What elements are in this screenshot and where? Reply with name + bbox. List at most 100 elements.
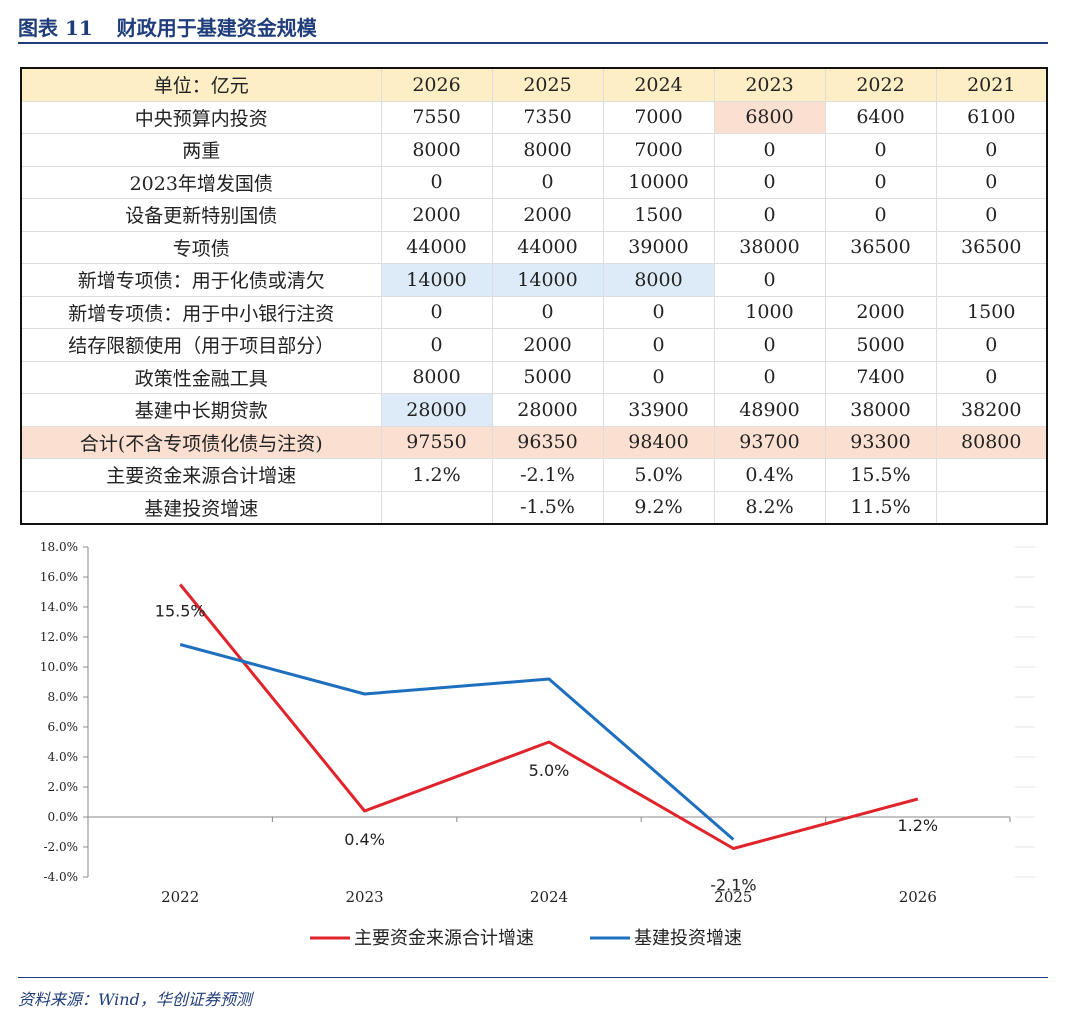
year-header: 2022 [824, 67, 937, 102]
y-tick-label: 18.0% [40, 540, 78, 554]
y-tick-label: 16.0% [40, 570, 78, 584]
table-cell: 7350 [491, 100, 604, 134]
table-row: 两重 8000 8000 7000 0 0 0 [20, 133, 1048, 167]
y-tick-label: 14.0% [40, 600, 78, 614]
table-row: 设备更新特别国债 2000 2000 1500 0 0 0 [20, 198, 1048, 232]
growth-line-chart: -4.0% -2.0% 0.0% 2.0% 4.0% 6.0% 8.0% 10.0% 12.0%… [20, 528, 1046, 964]
row-label: 中央预算内投资 [20, 100, 382, 134]
row-label: 两重 [20, 133, 382, 167]
chart-svg: -4.0% -2.0% 0.0% 2.0% 4.0% 6.0% 8.0% 10.0% 12.0%… [40, 540, 1035, 949]
table-cell: 0 [935, 165, 1048, 199]
table-cell: 36500 [824, 230, 937, 264]
table-cell: 28000 [491, 393, 604, 427]
x-tick-label: 2024 [530, 888, 568, 906]
table-cell: -1.5% [491, 490, 604, 525]
table-cell: 80800 [935, 425, 1048, 459]
table-cell: 7550 [380, 100, 493, 134]
table-cell: 1.2% [380, 458, 493, 492]
table-cell: 2000 [380, 198, 493, 232]
table-cell: 93700 [713, 425, 826, 459]
table-cell: 0 [380, 165, 493, 199]
table-row: 新增专项债：用于化债或清欠 14000 14000 8000 0 [20, 263, 1048, 297]
x-tick-label: 2026 [899, 888, 937, 906]
x-tick-label: 2022 [161, 888, 199, 906]
legend-label-2: 基建投资增速 [634, 928, 742, 949]
table-cell: 2000 [491, 198, 604, 232]
table-row: 结存限额使用（用于项目部分） 0 2000 0 0 5000 0 [20, 328, 1048, 362]
table-cell: 6800 [713, 100, 826, 134]
table-cell: 0 [380, 295, 493, 329]
table-cell: 7400 [824, 360, 937, 394]
table-cell: 6400 [824, 100, 937, 134]
x-tick-label: 2025 [714, 888, 752, 906]
table-row: 专项债 44000 44000 39000 38000 36500 36500 [20, 230, 1048, 264]
table-cell: 9.2% [602, 490, 715, 525]
table-cell: -2.1% [491, 458, 604, 492]
table-cell: 0 [824, 133, 937, 167]
table-cell: 33900 [602, 393, 715, 427]
row-label: 结存限额使用（用于项目部分） [20, 328, 382, 362]
table-cell: 8000 [380, 360, 493, 394]
table-cell: 0 [713, 133, 826, 167]
table-cell: 0 [602, 328, 715, 362]
table-cell: 36500 [935, 230, 1048, 264]
y-tick-label: 4.0% [48, 750, 79, 764]
table-cell: 38000 [824, 393, 937, 427]
row-label: 设备更新特别国债 [20, 198, 382, 232]
year-header: 2026 [380, 67, 493, 102]
row-label: 基建中长期贷款 [20, 393, 382, 427]
table-cell: 8000 [380, 133, 493, 167]
table-cell: 0 [713, 165, 826, 199]
table-cell: 5000 [824, 328, 937, 362]
table-cell [935, 263, 1048, 297]
title-rule [18, 42, 1048, 44]
data-label: 0.4% [344, 830, 385, 849]
table-cell: 0 [602, 360, 715, 394]
y-tick-label: 6.0% [48, 720, 79, 734]
row-label: 新增专项债：用于中小银行注资 [20, 295, 382, 329]
table-cell [380, 490, 493, 525]
table-cell: 38200 [935, 393, 1048, 427]
table-cell: 0 [713, 328, 826, 362]
table-cell: 6100 [935, 100, 1048, 134]
table-row: 新增专项债：用于中小银行注资 0 0 0 1000 2000 1500 [20, 295, 1048, 329]
figure-title-text: 财政用于基建资金规模 [116, 16, 317, 40]
table-cell: 38000 [713, 230, 826, 264]
series-line-1 [179, 583, 919, 850]
table-cell: 7000 [602, 100, 715, 134]
table-cell: 15.5% [824, 458, 937, 492]
y-tick-label: 10.0% [40, 660, 78, 674]
legend-label-1: 主要资金来源合计增速 [354, 928, 534, 949]
table-cell [935, 490, 1048, 525]
table-cell: 0 [713, 198, 826, 232]
table-header-row: 单位：亿元 2026 2025 2024 2023 2022 2021 [20, 67, 1048, 102]
table-cell: 97550 [380, 425, 493, 459]
table-cell: 0 [713, 263, 826, 297]
funding-table: 单位：亿元 2026 2025 2024 2023 2022 2021 中央预算内投资 7550… [20, 67, 1048, 525]
row-label: 基建投资增速 [20, 490, 382, 525]
row-label: 2023年增发国债 [20, 165, 382, 199]
table-cell: 1000 [713, 295, 826, 329]
table-cell: 93300 [824, 425, 937, 459]
table-cell: 44000 [380, 230, 493, 264]
table-cell: 1500 [935, 295, 1048, 329]
x-tick-label: 2023 [346, 888, 384, 906]
table-cell: 44000 [491, 230, 604, 264]
y-tick-label: 0.0% [48, 810, 79, 824]
table-cell: 1500 [602, 198, 715, 232]
table-cell: 0 [380, 328, 493, 362]
table-cell: 2000 [491, 328, 604, 362]
table-cell: 10000 [602, 165, 715, 199]
table-cell: 0 [935, 360, 1048, 394]
table-row: 基建中长期贷款 28000 28000 33900 48900 38000 38200 [20, 393, 1048, 427]
table-cell: 11.5% [824, 490, 937, 525]
unit-label: 单位：亿元 [20, 67, 382, 102]
table-cell: 5000 [491, 360, 604, 394]
y-tick-label: 8.0% [48, 690, 79, 704]
table-cell: 2000 [824, 295, 937, 329]
row-label: 合计(不含专项债化债与注资) [20, 425, 382, 459]
row-label: 政策性金融工具 [20, 360, 382, 394]
table-cell: 0 [935, 198, 1048, 232]
year-header: 2024 [602, 67, 715, 102]
table-cell [935, 458, 1048, 492]
